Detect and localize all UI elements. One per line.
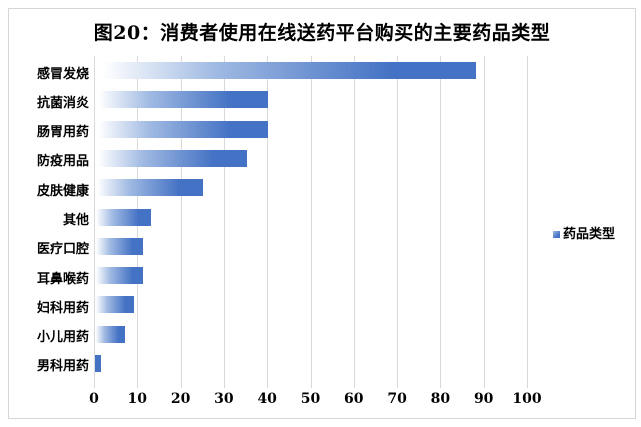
category-label: 防疫用品 [36, 154, 89, 170]
bar [95, 354, 102, 372]
category-label: 皮肤健康 [36, 183, 89, 199]
category-label: 医疗口腔 [36, 242, 89, 258]
x-tick-label: 70 [387, 391, 407, 407]
chart-frame: 图20：消费者使用在线送药平台购买的主要药品类型 感冒发烧抗菌消炎肠胃用药防疫用… [8, 8, 636, 419]
gridline [94, 56, 95, 388]
category-label: 妇科用药 [36, 300, 89, 316]
bar [95, 149, 247, 167]
bar [95, 267, 143, 285]
x-tick-label: 50 [300, 391, 321, 407]
category-label: 其他 [62, 213, 89, 228]
x-tick-label: 0 [89, 391, 99, 407]
category-label: 感冒发烧 [36, 66, 89, 82]
bar [95, 296, 134, 314]
x-tick-label: 100 [512, 391, 542, 407]
bar [95, 91, 269, 109]
bar [95, 237, 143, 255]
gridline [267, 56, 269, 388]
x-tick-label: 90 [473, 391, 494, 407]
category-label: 肠胃用药 [36, 125, 89, 141]
x-tick-label: 80 [430, 391, 451, 407]
bar [95, 208, 152, 226]
bar [95, 120, 269, 138]
gridline [483, 56, 485, 388]
x-axis: 0 10 20 30 40 50 60 70 80 90 100 [89, 391, 541, 412]
legend-swatch-icon [553, 231, 560, 238]
gridline [310, 56, 312, 388]
gridline [180, 56, 182, 388]
category-label: 男科用药 [36, 359, 89, 375]
category-axis: 感冒发烧抗菌消炎肠胃用药防疫用品皮肤健康其他医疗口腔耳鼻喉药妇科用药小儿用药男科… [11, 56, 89, 378]
category-label: 耳鼻喉药 [36, 271, 89, 287]
bar [95, 325, 126, 343]
gridline [440, 56, 442, 388]
category-label: 小儿用药 [36, 330, 89, 346]
bar [95, 62, 477, 80]
x-tick-label: 10 [127, 391, 148, 407]
gridline [397, 56, 399, 388]
gridline [223, 56, 225, 388]
x-tick-label: 40 [257, 391, 277, 407]
gridline [353, 56, 355, 388]
x-tick-label: 60 [344, 391, 364, 407]
plot-area [94, 56, 528, 388]
chart-title: 图20：消费者使用在线送药平台购买的主要药品类型 [93, 22, 551, 44]
legend-label: 药品类型 [563, 227, 616, 242]
gridline [527, 56, 528, 388]
x-tick-label: 30 [214, 391, 234, 407]
legend: 药品类型 [553, 228, 615, 241]
x-tick-label: 20 [170, 391, 191, 407]
bar [95, 179, 204, 197]
category-label: 抗菌消炎 [36, 95, 89, 111]
